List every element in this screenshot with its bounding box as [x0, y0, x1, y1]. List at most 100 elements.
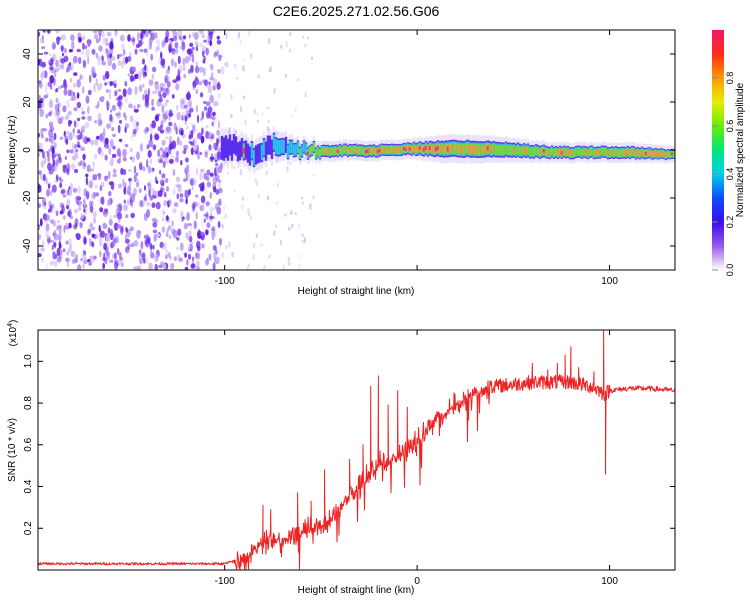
noise-speckle: [193, 136, 198, 145]
spectrogram-cell: [618, 149, 622, 157]
noise-speckle: [55, 210, 59, 217]
noise-speckle: [52, 251, 56, 260]
spectrogram-halo: [278, 132, 282, 163]
noise-speckle: [267, 126, 270, 131]
noise-speckle: [134, 73, 139, 79]
spectrogram-cell: [394, 147, 398, 153]
spectrogram-halo: [308, 140, 312, 162]
noise-speckle: [103, 252, 106, 261]
spectrogram-halo: [276, 132, 280, 163]
spectrogram-cell: [428, 146, 432, 151]
spectrogram-cell: [354, 147, 358, 153]
spectrogram-halo: [422, 137, 426, 162]
noise-speckle: [165, 87, 170, 96]
noise-speckle: [303, 156, 306, 162]
noise-speckle: [143, 185, 147, 191]
spectrogram-cell: [326, 148, 330, 154]
x-tick-label: -100: [215, 276, 235, 287]
noise-speckle: [203, 218, 206, 223]
noise-speckle: [129, 115, 134, 123]
noise-speckle: [265, 170, 268, 176]
spectrogram-cell: [250, 142, 254, 159]
spectrogram-cell: [416, 146, 420, 153]
spectrogram-halo: [266, 128, 270, 162]
noise-speckle: [120, 262, 124, 268]
noise-speckle: [110, 37, 114, 45]
noise-speckle: [137, 103, 140, 109]
spectrogram-cell: [594, 150, 598, 156]
spectrogram-cell: [410, 146, 414, 153]
noise-speckle: [38, 203, 41, 208]
snr-x-label: Height of straight line (km): [298, 585, 415, 596]
noise-speckle: [113, 252, 117, 260]
noise-speckle: [46, 151, 50, 158]
noise-speckle: [168, 146, 172, 154]
spectrogram-cell: [640, 149, 644, 155]
noise-speckle: [66, 168, 70, 175]
spectrogram-halo: [666, 145, 670, 163]
spectrogram-halo: [546, 142, 550, 163]
noise-speckle: [213, 186, 217, 193]
spectrogram-halo: [322, 140, 326, 161]
noise-speckle: [190, 64, 194, 74]
spectrogram-cell: [662, 151, 666, 157]
noise-speckle: [267, 195, 270, 201]
noise-speckle: [199, 172, 203, 181]
noise-speckle: [224, 213, 227, 219]
noise-speckle: [111, 253, 115, 259]
noise-speckle: [191, 206, 196, 213]
noise-speckle: [206, 110, 211, 118]
spectrogram-halo: [268, 128, 272, 162]
noise-speckle: [133, 188, 138, 195]
noise-speckle: [118, 183, 122, 189]
noise-speckle: [168, 224, 172, 230]
spectrogram-y-ticks: -40 -20 0 20 40: [22, 48, 675, 253]
spectrogram-cell: [388, 147, 392, 153]
noise-speckle: [203, 39, 208, 43]
noise-speckle: [172, 229, 178, 239]
noise-speckle: [68, 188, 72, 197]
noise-speckle: [55, 87, 59, 93]
spectrogram-cell: [408, 147, 412, 151]
noise-speckle: [41, 101, 45, 108]
noise-speckle: [261, 112, 264, 116]
noise-speckle: [191, 185, 194, 191]
noise-speckle: [213, 251, 217, 260]
spectrogram-halo: [402, 138, 406, 159]
noise-speckle: [75, 195, 80, 201]
noise-speckle: [71, 40, 75, 50]
spectrogram-cell: [436, 145, 440, 151]
noise-speckle: [146, 158, 149, 168]
spectrogram-halo: [436, 134, 440, 162]
noise-speckle: [144, 126, 148, 135]
spectrogram-halo: [592, 143, 596, 164]
spectrogram-cell: [480, 144, 484, 155]
noise-speckle: [105, 143, 110, 149]
spectrogram-halo: [440, 135, 444, 163]
noise-speckle: [123, 186, 127, 195]
colorbar: 0.0 0.2 0.4 0.6 0.8 Normalized spectral ampl…: [712, 30, 746, 276]
noise-speckle: [111, 55, 116, 62]
noise-speckle: [175, 104, 179, 111]
spectrogram-halo: [500, 136, 504, 163]
spectrogram-halo: [312, 136, 316, 158]
noise-speckle: [124, 126, 127, 133]
noise-speckle: [131, 66, 135, 72]
spectrogram-cell: [508, 145, 512, 155]
spectrogram-cell: [252, 149, 256, 166]
spectrogram-halo: [564, 142, 568, 163]
spectrogram-halo: [226, 131, 230, 169]
noise-speckle: [231, 252, 234, 258]
spectrogram-halo: [466, 133, 470, 163]
colorbar-tick-label: 0.8: [725, 72, 735, 85]
noise-speckle: [221, 251, 224, 259]
spectrogram-cell: [434, 146, 438, 152]
noise-speckle: [212, 53, 218, 58]
noise-speckle: [208, 144, 212, 151]
spectrogram-halo: [264, 134, 268, 168]
spectrogram-halo: [284, 131, 288, 159]
spectrogram-cell: [444, 144, 448, 153]
noise-speckle: [171, 30, 176, 34]
spectrogram-halo: [272, 125, 276, 159]
noise-speckle: [57, 232, 63, 242]
